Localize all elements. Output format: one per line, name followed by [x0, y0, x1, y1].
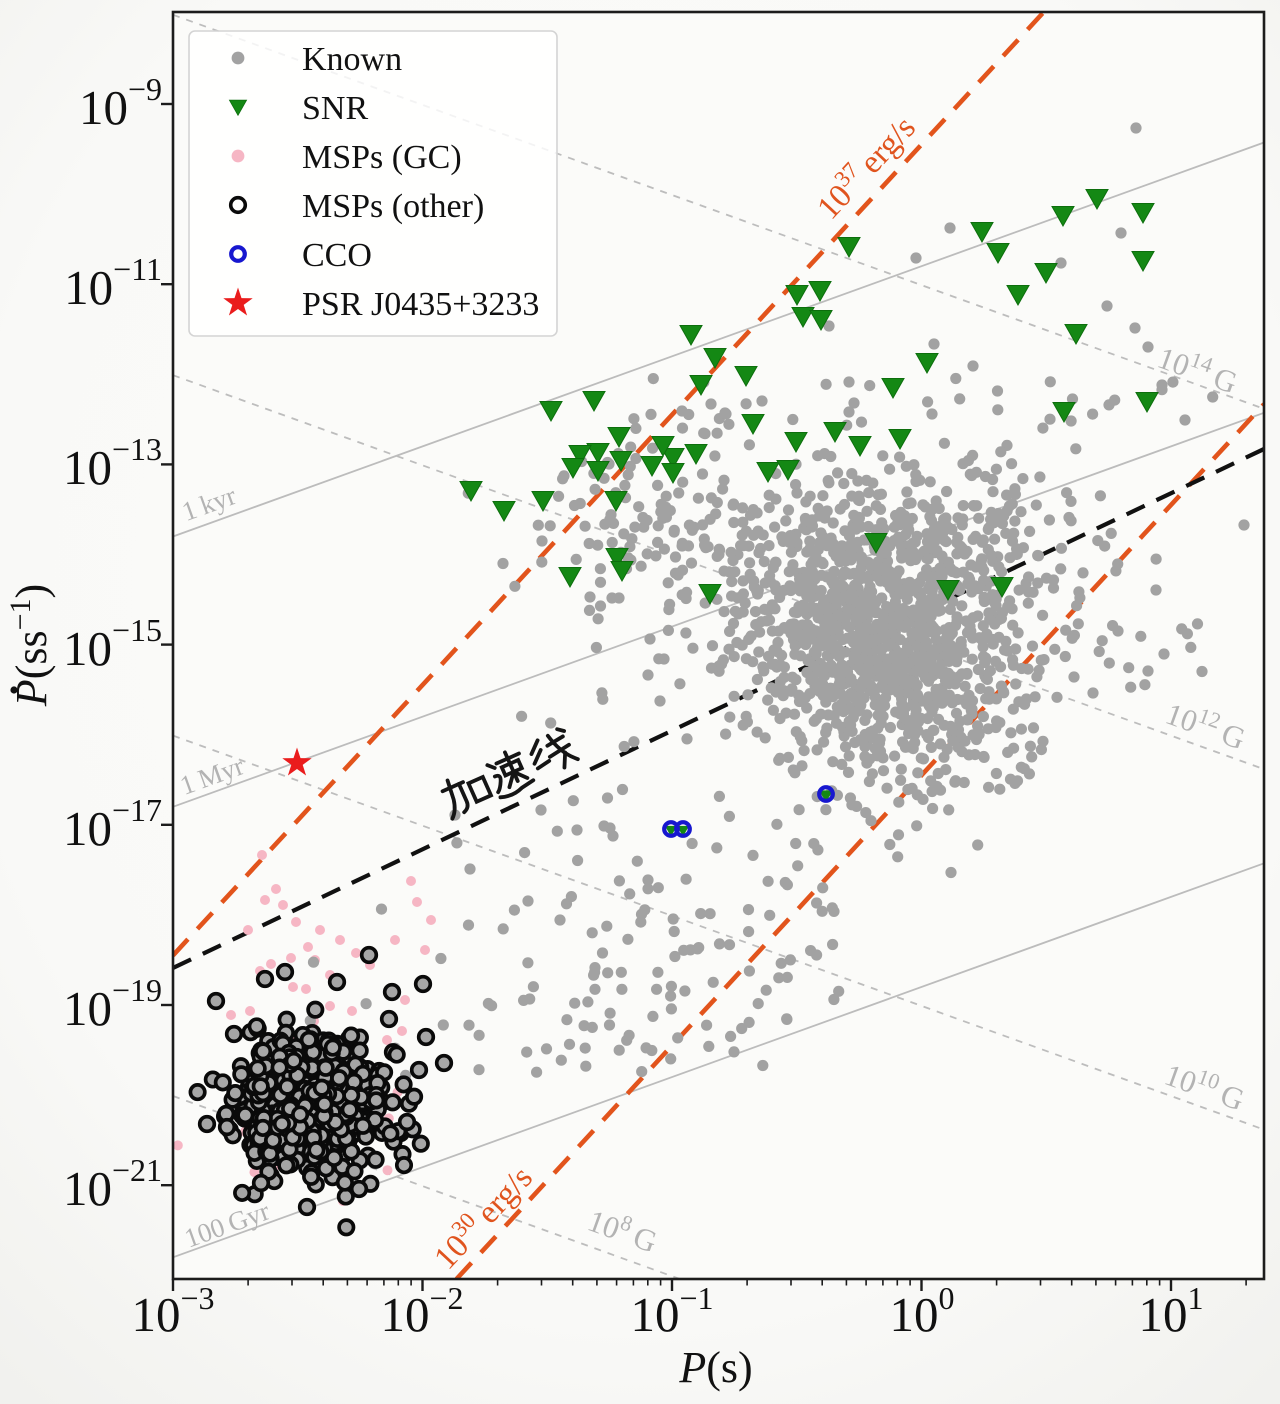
svg-text:MSPs (GC): MSPs (GC): [302, 139, 462, 176]
svg-text:CCO: CCO: [302, 237, 372, 274]
svg-text:10−1: 10−1: [630, 1280, 713, 1342]
svg-text:10−3: 10−3: [131, 1280, 214, 1342]
svg-text:SNR: SNR: [302, 90, 368, 127]
svg-text:Known: Known: [302, 41, 402, 78]
svg-text:PSR J0435+3233: PSR J0435+3233: [302, 286, 539, 323]
svg-text:MSPs (other): MSPs (other): [302, 188, 484, 225]
svg-text:P(s): P(s): [678, 1343, 752, 1392]
svg-text:10−11: 10−11: [64, 251, 162, 315]
